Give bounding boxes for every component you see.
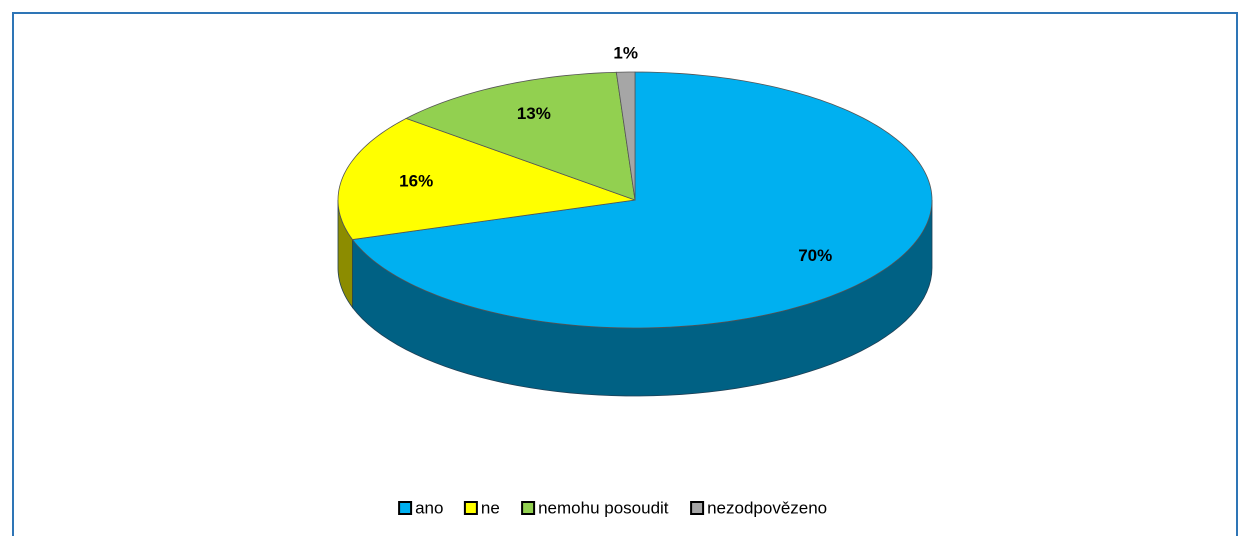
- legend-label: nezodpovězeno: [707, 498, 827, 517]
- legend-label: nemohu posoudit: [538, 498, 669, 517]
- legend-swatch: [690, 501, 705, 515]
- legend-label: ano: [415, 498, 443, 517]
- data-label: 13%: [517, 104, 551, 123]
- legend-swatch: [398, 501, 413, 515]
- slice: [351, 71, 933, 329]
- data-label: 1%: [613, 44, 638, 63]
- slice: [405, 71, 636, 201]
- data-label: 70%: [798, 246, 832, 265]
- legend-label: ne: [481, 498, 500, 517]
- legend-swatch: [463, 501, 478, 515]
- data-label: 16%: [399, 171, 433, 190]
- legend-swatch: [521, 501, 536, 515]
- slice: [337, 117, 636, 240]
- slice: [615, 71, 636, 201]
- chart-frame: [12, 12, 1238, 536]
